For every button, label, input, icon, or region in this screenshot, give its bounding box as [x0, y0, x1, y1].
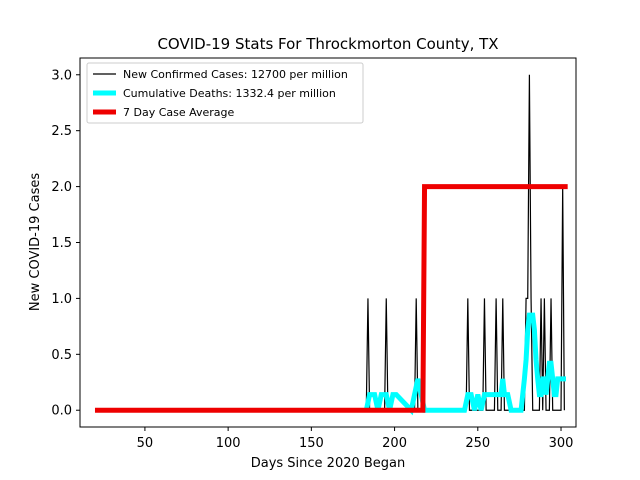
- y-tick-label: 1.0: [51, 292, 72, 307]
- y-tick-label: 0.0: [51, 404, 72, 419]
- legend: New Confirmed Cases: 12700 per million C…: [86, 62, 364, 124]
- x-tick-label: 150: [299, 436, 324, 451]
- series-layer: [94, 74, 568, 416]
- legend-box: [86, 62, 364, 124]
- x-axis-label: Days Since 2020 Began: [251, 456, 406, 471]
- y-axis-ticks: 0.0 0.5 1.0 1.5 2.0 2.5 3.0: [51, 68, 80, 419]
- legend-label-average: 7 Day Case Average: [123, 106, 235, 119]
- x-tick-label: 200: [382, 436, 407, 451]
- y-tick-label: 2.0: [51, 180, 72, 195]
- legend-entry-average: 7 Day Case Average: [93, 106, 235, 119]
- x-tick-label: 50: [137, 436, 154, 451]
- legend-entry-new-cases: New Confirmed Cases: 12700 per million: [93, 68, 348, 81]
- chart-title: COVID-19 Stats For Throckmorton County, …: [157, 35, 498, 53]
- x-tick-label: 100: [216, 436, 241, 451]
- y-tick-label: 1.5: [51, 236, 72, 251]
- legend-label-new-cases: New Confirmed Cases: 12700 per million: [123, 68, 348, 81]
- y-axis-label: New COVID-19 Cases: [28, 173, 43, 311]
- x-tick-label: 250: [465, 436, 490, 451]
- y-tick-label: 0.5: [51, 348, 72, 363]
- y-tick-label: 3.0: [51, 68, 72, 83]
- series-deaths-line: [363, 312, 567, 416]
- series-average-line: [94, 184, 568, 413]
- x-axis-ticks: 50 100 150 200 250 300: [137, 427, 574, 451]
- legend-label-deaths: Cumulative Deaths: 1332.4 per million: [123, 87, 336, 100]
- x-tick-label: 300: [549, 436, 574, 451]
- y-tick-label: 2.5: [51, 124, 72, 139]
- legend-entry-deaths: Cumulative Deaths: 1332.4 per million: [93, 87, 336, 100]
